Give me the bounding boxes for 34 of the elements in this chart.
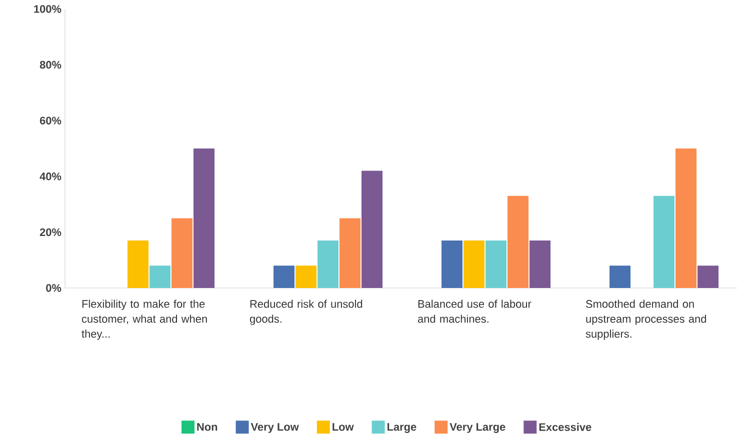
legend-label: Very Large — [450, 423, 506, 433]
bar — [654, 196, 675, 288]
x-tick-label: Smoothed demand on upstream processes and suppliers. — [586, 300, 706, 340]
legend-label: Excessive — [539, 422, 592, 431]
y-tick-label: 0% — [46, 284, 62, 292]
y-tick-label: 60% — [40, 116, 62, 124]
y-tick-label: 20% — [40, 228, 62, 236]
x-tick-label: Balanced use of labour and machines. — [418, 300, 532, 323]
legend-label: Very Low — [250, 423, 299, 433]
y-tick-label: 80% — [40, 60, 62, 69]
bar — [296, 266, 317, 288]
legend-label: Large — [388, 423, 416, 433]
bar — [610, 266, 631, 288]
y-tick-label: 100% — [34, 5, 62, 13]
bar — [194, 148, 215, 288]
bar — [274, 266, 295, 288]
bar — [464, 240, 485, 288]
y-tick-label: 40% — [40, 172, 62, 180]
bar — [340, 218, 361, 288]
bar — [676, 148, 697, 288]
legend-label: Low — [332, 423, 354, 431]
x-tick-label: Flexibility to make for the customer, what and when they... — [82, 300, 207, 340]
bar — [508, 196, 529, 288]
bar — [362, 170, 383, 288]
bar — [150, 266, 171, 288]
bar — [530, 240, 551, 288]
bar — [128, 240, 149, 288]
legend-label: Non — [197, 423, 218, 431]
bar — [698, 266, 719, 288]
bar — [318, 240, 339, 288]
x-tick-label: Reduced risk of unsold goods. — [250, 300, 362, 325]
bar — [442, 240, 463, 288]
bar — [486, 240, 507, 288]
bar — [172, 218, 193, 288]
